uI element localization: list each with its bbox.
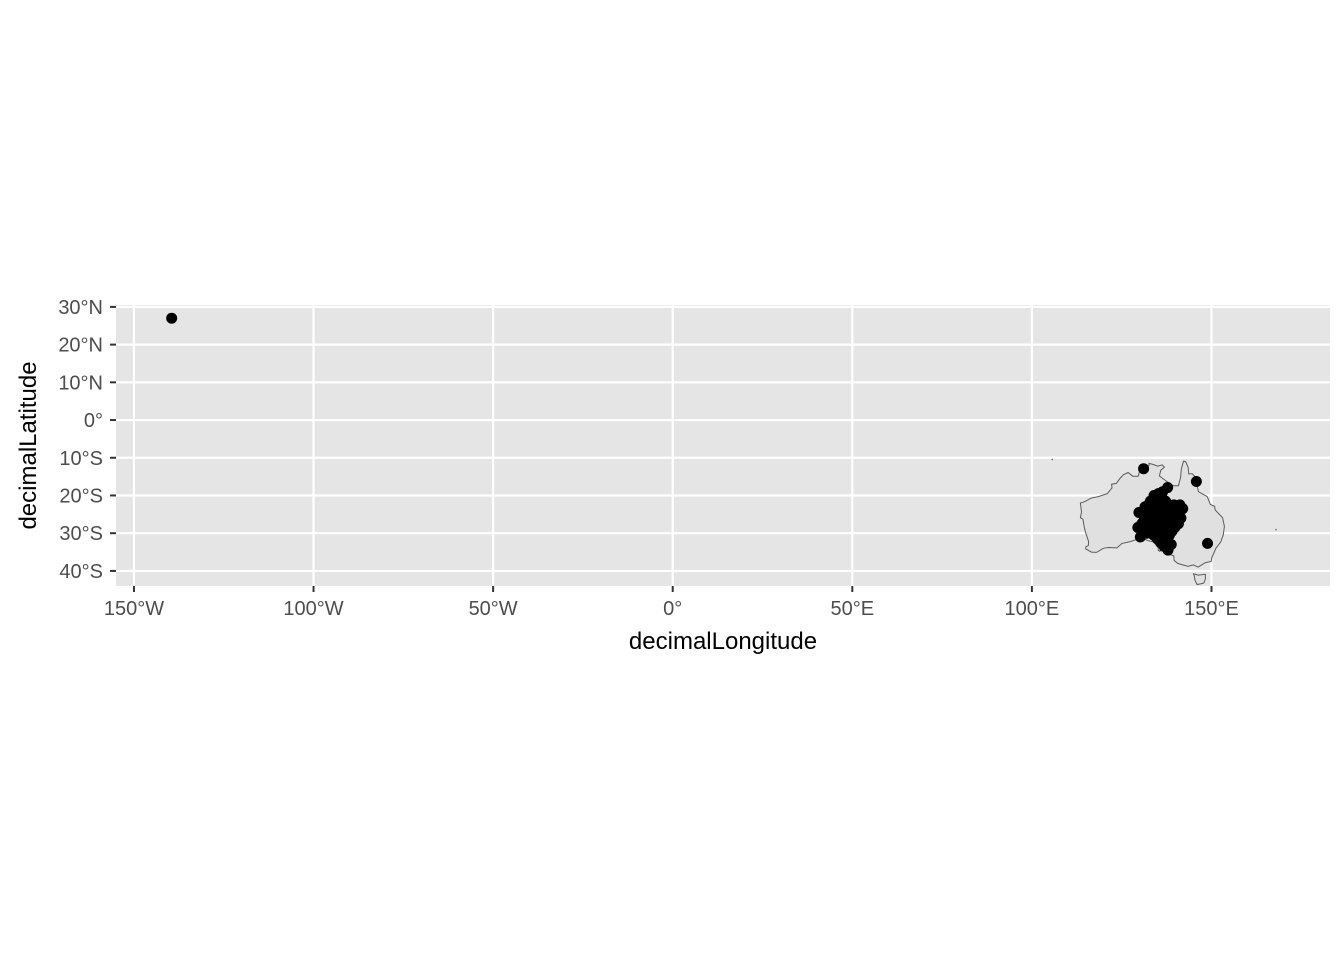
y-tick-label: 20°S (59, 485, 103, 507)
y-tick-label: 0° (84, 410, 103, 432)
x-tick-label: 100°W (283, 598, 343, 620)
y-tick-label: 10°N (58, 372, 103, 394)
data-point (1159, 495, 1171, 507)
x-tick-label: 50°E (831, 598, 875, 620)
x-tick-label: 100°E (1005, 598, 1060, 620)
x-tick-label: 0° (663, 598, 682, 620)
data-point (1162, 514, 1174, 526)
data-point (1138, 463, 1150, 475)
island-outline (1192, 573, 1206, 586)
y-tick-label: 20°N (58, 335, 103, 357)
plot-panel (116, 305, 1330, 586)
gridlines (116, 305, 1330, 586)
data-point (1171, 508, 1183, 520)
y-tick-label: 10°S (59, 448, 103, 470)
x-axis: 150°W 100°W 50°W 0° 50°E 100°E 150°E (104, 586, 1239, 620)
data-point (1190, 476, 1202, 488)
data-point (166, 312, 178, 324)
y-tick-label: 40°S (59, 561, 103, 583)
x-tick-label: 150°E (1184, 598, 1239, 620)
y-tick-label: 30°S (59, 523, 103, 545)
y-axis-title: decimalLatitude (15, 361, 42, 529)
data-point (1152, 533, 1164, 545)
data-point (1160, 527, 1172, 539)
x-axis-title: decimalLongitude (629, 628, 817, 655)
x-tick-label: 150°W (104, 598, 164, 620)
y-tick-label: 30°N (58, 297, 103, 319)
x-tick-label: 50°W (469, 598, 518, 620)
data-point (1148, 514, 1160, 526)
y-axis: 30°N 20°N 10°N 0° 10°S 20°S 30°S 40°S (58, 297, 116, 583)
data-point (1202, 537, 1214, 549)
occurrence-points (166, 312, 1214, 556)
